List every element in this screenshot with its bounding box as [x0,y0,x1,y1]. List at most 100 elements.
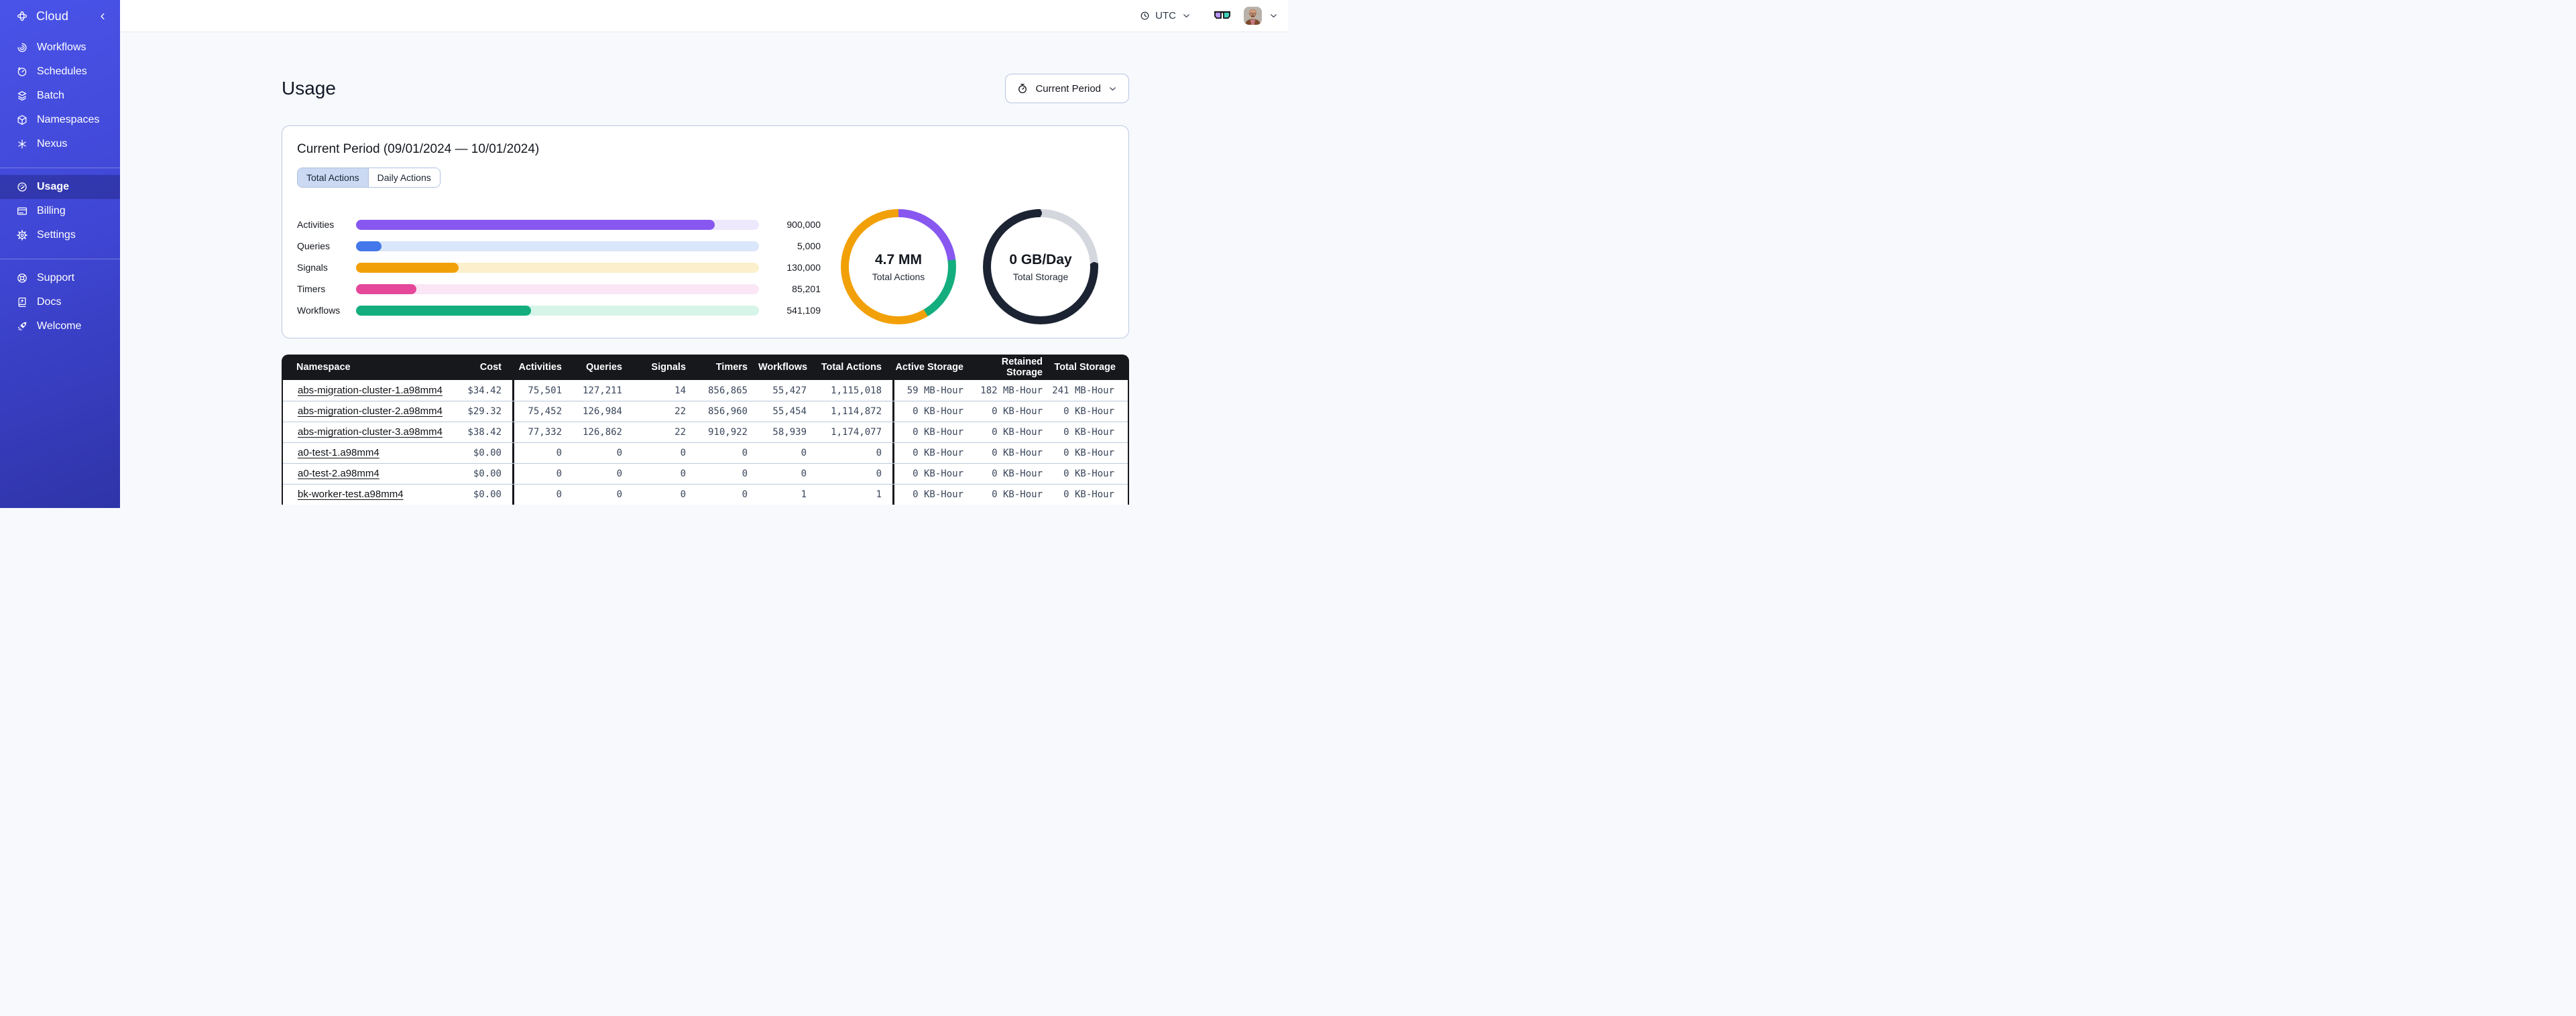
bar-value: 5,000 [797,241,821,251]
main-content: Usage Current Period Current Period (09/… [120,32,1288,508]
period-selector-button[interactable]: Current Period [1005,74,1129,103]
retained-storage-cell: 0 KB-Hour [992,406,1043,417]
column-header-namespace: Namespace [296,362,351,373]
queries-cell: 0 [616,468,622,479]
cost-cell: $38.42 [467,427,502,438]
signals-cell: 22 [675,427,686,438]
actions-tab-group: Total Actions Daily Actions [297,168,441,188]
column-header-queries: Queries [586,362,622,373]
bar-row-queries: Queries 5,000 [297,241,821,251]
bar-track [356,283,759,294]
tab-daily-actions[interactable]: Daily Actions [367,168,440,187]
total-storage-cell: 241 MB-Hour [1052,385,1114,396]
total-storage-cell: 0 KB-Hour [1063,406,1114,417]
support-lifebuoy-icon [17,273,27,283]
topbar: UTC [120,0,1288,32]
retained-storage-cell: 0 KB-Hour [992,468,1043,479]
queries-cell: 0 [616,489,622,500]
queries-cell: 0 [616,448,622,458]
avatar[interactable] [1244,7,1262,25]
bar-label: Queries [297,241,331,251]
sidebar-item-label: Settings [37,229,76,241]
total-storage-value: 0 GB/Day [1009,251,1072,267]
workflows-cell: 1 [801,489,807,500]
sidebar-item-workflows[interactable]: Workflows [0,36,120,60]
column-header-cost: Cost [479,362,502,373]
sidebar-collapse-button[interactable] [96,9,109,23]
sidebar-item-label: Billing [37,205,66,216]
bar-row-signals: Signals 130,000 [297,262,821,273]
total-storage-cell: 0 KB-Hour [1063,468,1114,479]
sidebar-item-label: Docs [37,296,62,308]
bar-label: Timers [297,283,326,294]
sidebar-item-schedules[interactable]: Schedules [0,60,120,84]
signals-cell: 14 [675,385,686,396]
bar-label: Workflows [297,305,341,316]
page-title: Usage [282,78,336,99]
clock-icon [1140,11,1149,20]
period-selector-label: Current Period [1035,82,1101,94]
table-body: abs-migration-cluster-1.a98mm4 $34.42 75… [282,380,1129,505]
activities-cell: 77,332 [528,427,562,438]
namespace-link[interactable]: abs-migration-cluster-3.a98mm4 [298,426,443,438]
bar-label: Signals [297,262,328,273]
workflows-cell: 55,454 [772,406,807,417]
total-actions-donut: 4.7 MM Total Actions [841,209,956,324]
namespace-link[interactable]: bk-worker-test.a98mm4 [298,489,404,500]
workflows-cell: 58,939 [772,427,807,438]
sidebar-item-label: Batch [37,90,64,101]
sidebar-item-support[interactable]: Support [0,266,120,290]
active-storage-cell: 0 KB-Hour [913,448,963,458]
signals-cell: 22 [675,406,686,417]
brand-label: Cloud [36,9,69,23]
page-header: Usage Current Period [282,74,1129,103]
active-storage-cell: 0 KB-Hour [913,406,963,417]
table-row: abs-migration-cluster-1.a98mm4 $34.42 75… [283,380,1128,401]
bar-value: 85,201 [792,283,821,294]
account-menu[interactable] [1244,7,1279,25]
sidebar-item-welcome[interactable]: Welcome [0,314,120,338]
brand-row[interactable]: Cloud [0,0,120,32]
total-storage-cell: 0 KB-Hour [1063,448,1114,458]
activities-cell: 75,501 [528,385,562,396]
namespace-link[interactable]: abs-migration-cluster-2.a98mm4 [298,405,443,417]
column-header-retained-storage: Retained Storage [1001,357,1043,378]
timers-cell: 0 [742,489,748,500]
sidebar-item-nexus[interactable]: Nexus [0,132,120,156]
namespace-link[interactable]: a0-test-1.a98mm4 [298,447,379,458]
table-row: a0-test-1.a98mm4 $0.00 0 0 0 0 0 0 0 KB-… [283,442,1128,463]
column-header-total-actions: Total Actions [821,362,882,373]
tab-total-actions[interactable]: Total Actions [298,168,368,187]
sidebar-item-billing[interactable]: Billing [0,199,120,223]
total-storage-label: Total Storage [1012,271,1069,282]
namespace-link[interactable]: abs-migration-cluster-1.a98mm4 [298,384,443,396]
welcome-rocket-icon [17,322,27,331]
sidebar-item-usage[interactable]: Usage [0,175,120,199]
sidebar-item-label: Workflows [37,42,86,53]
cost-cell: $0.00 [473,448,502,458]
sidebar-item-batch[interactable]: Batch [0,84,120,108]
namespace-link[interactable]: a0-test-2.a98mm4 [298,468,379,479]
sidebar-item-settings[interactable]: Settings [0,223,120,247]
retained-storage-cell: 182 MB-Hour [980,385,1043,396]
signals-cell: 0 [680,489,686,500]
sidebar: Cloud Workflows Schedules Batch [0,0,120,508]
timers-cell: 0 [742,468,748,479]
bar-fill [356,262,459,273]
bar-value: 130,000 [786,262,821,273]
avatar-image [1244,7,1262,25]
sidebar-item-label: Namespaces [37,114,100,125]
namespace-usage-table: Namespace Cost Activities Queries Signal… [282,355,1129,505]
sidebar-item-docs[interactable]: Docs [0,290,120,314]
schedules-icon [17,67,27,76]
labs-glasses-button[interactable] [1213,9,1232,23]
column-header-signals: Signals [651,362,686,373]
total-actions-cell: 1,174,077 [831,427,882,438]
active-storage-cell: 0 KB-Hour [913,489,963,500]
column-header-total-storage: Total Storage [1054,362,1116,373]
bar-row-workflows: Workflows 541,109 [297,305,821,316]
sidebar-item-namespaces[interactable]: Namespaces [0,108,120,132]
bar-track [356,219,759,230]
chevron-down-icon [1183,14,1189,18]
timezone-selector[interactable]: UTC [1140,10,1191,21]
